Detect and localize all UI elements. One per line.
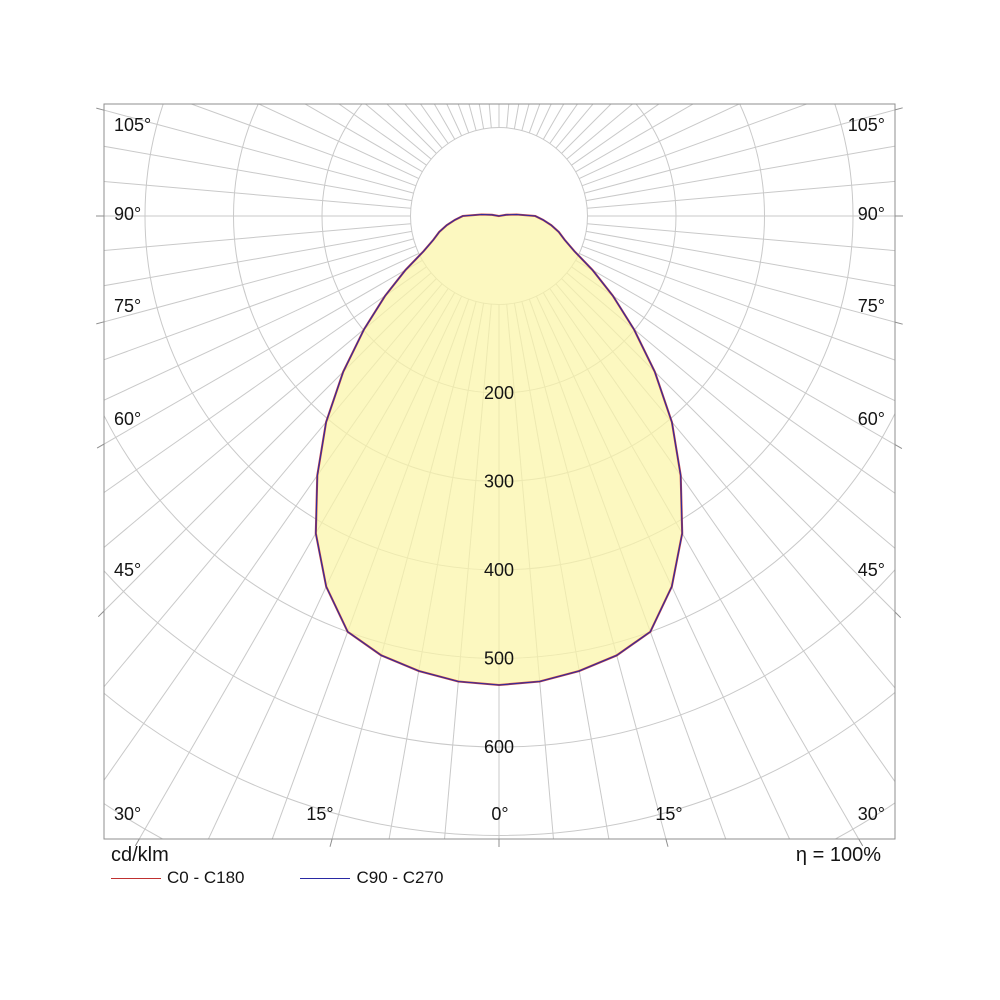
legend-item-c90-c270: C90 - C270 bbox=[300, 868, 443, 888]
legend-label-c0-c180: C0 - C180 bbox=[167, 868, 245, 887]
distribution-fill bbox=[315, 214, 683, 685]
angle-frame-tick bbox=[665, 838, 669, 847]
angle-tick-label-left: 30° bbox=[114, 804, 141, 824]
angle-tick-label-left: 45° bbox=[114, 560, 141, 580]
radial-tick-label: 500 bbox=[484, 649, 514, 669]
grid-spoke bbox=[587, 180, 895, 209]
grid-spoke bbox=[586, 145, 895, 202]
efficiency-label: η = 100% bbox=[795, 844, 881, 866]
angle-frame-tick bbox=[97, 610, 105, 618]
angle-tick-label-bottom: 0° bbox=[491, 804, 508, 824]
plot-frame bbox=[103, 103, 896, 840]
angle-frame-tick bbox=[96, 443, 105, 449]
grid-spoke bbox=[104, 259, 423, 445]
grid-spoke bbox=[104, 266, 427, 494]
angle-tick-label-right: 105° bbox=[848, 115, 885, 135]
grid-spoke bbox=[561, 104, 612, 154]
angle-tick-label-right: 60° bbox=[858, 409, 885, 429]
angle-tick-label-bottom: 15° bbox=[306, 804, 333, 824]
radial-tick-label: 400 bbox=[484, 560, 514, 580]
grid-spoke bbox=[555, 104, 594, 149]
radial-tick-label: 200 bbox=[484, 383, 514, 403]
legend-label-c90-c270: C90 - C270 bbox=[356, 868, 444, 887]
grid-spoke bbox=[586, 230, 895, 287]
legend-line-c90-c270 bbox=[300, 877, 351, 879]
grid-spoke bbox=[575, 104, 695, 173]
grid-spoke bbox=[488, 104, 492, 128]
distribution-curves bbox=[314, 213, 684, 687]
grid-spoke bbox=[575, 259, 895, 446]
angle-frame-tick bbox=[96, 321, 105, 325]
grid-spoke bbox=[578, 104, 741, 180]
grid-spoke bbox=[104, 223, 411, 252]
grid-spoke bbox=[104, 145, 412, 202]
grid-spoke bbox=[446, 104, 463, 137]
grid-spoke bbox=[478, 104, 485, 129]
angle-tick-label-left: 60° bbox=[114, 409, 141, 429]
angle-tick-label-left: 90° bbox=[114, 204, 141, 224]
grid-spoke bbox=[104, 252, 420, 401]
radial-tick-label: 300 bbox=[484, 472, 514, 492]
radial-tick-label: 600 bbox=[484, 737, 514, 757]
angle-frame-tick bbox=[96, 107, 105, 111]
angle-tick-label-left: 75° bbox=[114, 296, 141, 316]
angle-frame-tick bbox=[894, 444, 903, 450]
angle-frame-tick bbox=[894, 321, 903, 325]
angle-frame-tick bbox=[134, 838, 140, 847]
angle-frame-tick bbox=[329, 838, 333, 847]
legend-item-c0-c180: C0 - C180 bbox=[111, 868, 244, 888]
grid-spoke bbox=[457, 104, 470, 133]
grid-spoke bbox=[528, 104, 541, 133]
angle-tick-label-right: 90° bbox=[858, 204, 885, 224]
angle-frame-tick bbox=[858, 838, 864, 847]
grid-spoke bbox=[584, 109, 895, 194]
legend: C0 - C180 C90 - C270 bbox=[111, 868, 443, 888]
grid-spoke bbox=[513, 104, 520, 129]
grid-spoke bbox=[584, 238, 895, 323]
grid-spoke bbox=[582, 245, 895, 361]
grid-spoke bbox=[571, 104, 660, 166]
grid-spoke bbox=[104, 245, 416, 361]
legend-line-c0-c180 bbox=[111, 877, 161, 879]
grid-spoke bbox=[578, 252, 895, 402]
grid-spoke bbox=[571, 266, 895, 494]
angle-tick-label-left: 105° bbox=[114, 115, 151, 135]
angle-frame-tick bbox=[894, 611, 902, 619]
units-label: cd/klm bbox=[111, 844, 169, 866]
grid-spoke bbox=[257, 104, 420, 180]
grid-spoke bbox=[104, 109, 414, 194]
grid-spoke bbox=[104, 230, 412, 287]
angle-tick-label-right: 75° bbox=[858, 296, 885, 316]
grid-spoke bbox=[104, 272, 432, 549]
angle-tick-label-right: 30° bbox=[858, 804, 885, 824]
grid-spoke bbox=[364, 104, 432, 160]
grid-spoke bbox=[338, 104, 427, 166]
grid-spoke bbox=[535, 104, 552, 137]
frame-ticks bbox=[96, 107, 903, 847]
grid-spoke bbox=[386, 104, 437, 154]
grid-spoke bbox=[566, 104, 634, 160]
grid-spoke bbox=[404, 104, 443, 149]
grid-spoke bbox=[582, 104, 809, 187]
grid-spoke bbox=[304, 104, 423, 173]
angle-tick-label-bottom: 15° bbox=[655, 804, 682, 824]
grid-spoke bbox=[566, 272, 895, 549]
grid-spoke bbox=[587, 223, 895, 252]
grid-spoke bbox=[506, 104, 510, 128]
grid-spoke bbox=[104, 180, 411, 209]
angle-tick-label-right: 45° bbox=[858, 560, 885, 580]
angle-frame-tick bbox=[894, 107, 903, 111]
axis-labels: 105° 90° 75° 60° 45° 30° 105° 90° 75° 60° 45° 30° 15… bbox=[114, 115, 885, 824]
grid-spoke bbox=[189, 104, 416, 187]
grid-spoke bbox=[542, 104, 565, 140]
grid-spoke bbox=[104, 238, 414, 323]
grid-spoke bbox=[433, 104, 456, 140]
curve-c90-c270 bbox=[315, 213, 683, 686]
